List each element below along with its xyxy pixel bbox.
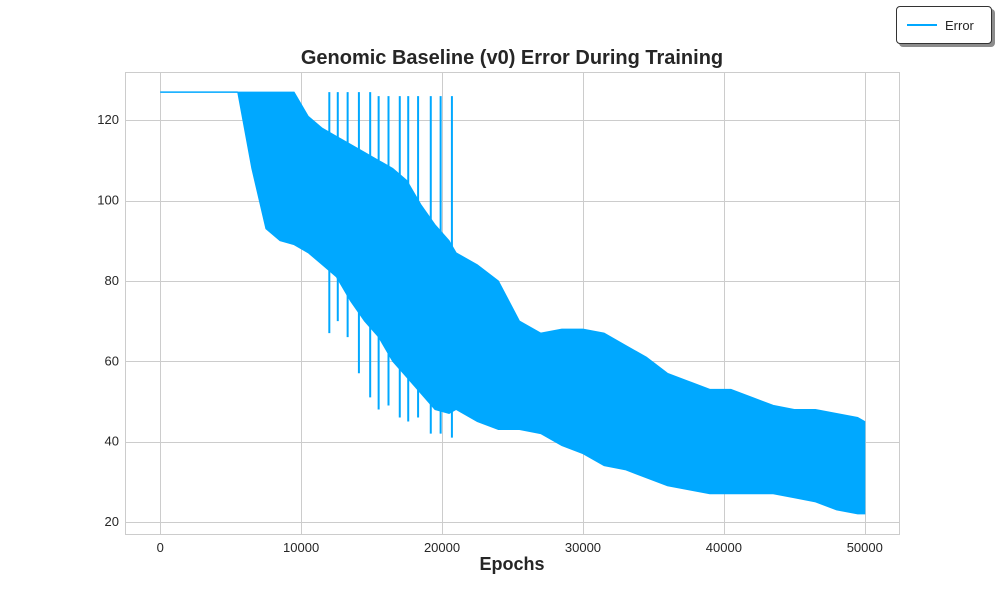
legend-swatch-error — [907, 24, 937, 26]
x-tick-label: 50000 — [847, 540, 883, 555]
x-tick-label: 20000 — [424, 540, 460, 555]
tick-labels: 0 10000 20000 30000 40000 50000 20 40 60 80 100 120 — [97, 112, 883, 555]
x-axis-label: Epochs — [479, 554, 544, 574]
legend: Error — [896, 6, 992, 44]
y-tick-label: 100 — [97, 193, 119, 208]
y-tick-label: 60 — [105, 353, 119, 368]
y-tick-label: 120 — [97, 112, 119, 127]
y-tick-label: 40 — [105, 434, 119, 449]
legend-label-error: Error — [945, 17, 974, 33]
x-tick-label: 0 — [157, 540, 164, 555]
x-tick-label: 40000 — [706, 540, 742, 555]
x-tick-label: 30000 — [565, 540, 601, 555]
chart-title: Genomic Baseline (v0) Error During Train… — [301, 47, 723, 69]
y-tick-label: 80 — [105, 273, 119, 288]
oscillation-band — [237, 91, 866, 515]
plot-frame — [125, 72, 900, 535]
x-tick-label: 10000 — [283, 540, 319, 555]
y-tick-label: 20 — [105, 514, 119, 529]
series-error — [160, 91, 866, 515]
